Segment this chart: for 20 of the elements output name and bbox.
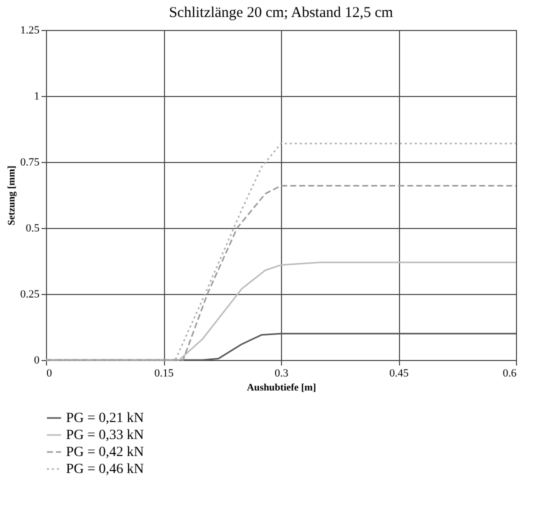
legend-label: PG = 0,21 kN — [66, 411, 144, 426]
x-tick-label: 0.6 — [502, 368, 517, 380]
legend-label: PG = 0,33 kN — [66, 428, 144, 443]
chart-title: Schlitzlänge 20 cm; Abstand 12,5 cm — [168, 5, 394, 21]
legend-label: PG = 0,42 kN — [66, 445, 144, 460]
y-axis-title: Setzung [mm] — [6, 166, 18, 226]
x-tick-label: 0 — [46, 368, 52, 380]
line-series — [45, 185, 517, 361]
x-tick-label: 0.3 — [274, 368, 289, 380]
y-tick-label: 0.75 — [20, 156, 40, 168]
line-series — [45, 142, 517, 361]
x-tick-label: 0.15 — [154, 368, 174, 380]
legend-label: PG = 0,46 kN — [66, 462, 144, 477]
x-axis-title: Aushubtiefe [m] — [246, 382, 316, 394]
y-tick-label: 0.5 — [26, 222, 40, 234]
x-tick-label: 0.45 — [389, 368, 410, 380]
y-tick-label: 0.25 — [20, 288, 40, 300]
y-tick-label: 1 — [34, 90, 40, 102]
y-tick-label: 1.25 — [20, 24, 40, 36]
y-tick-label: 0 — [34, 354, 40, 366]
